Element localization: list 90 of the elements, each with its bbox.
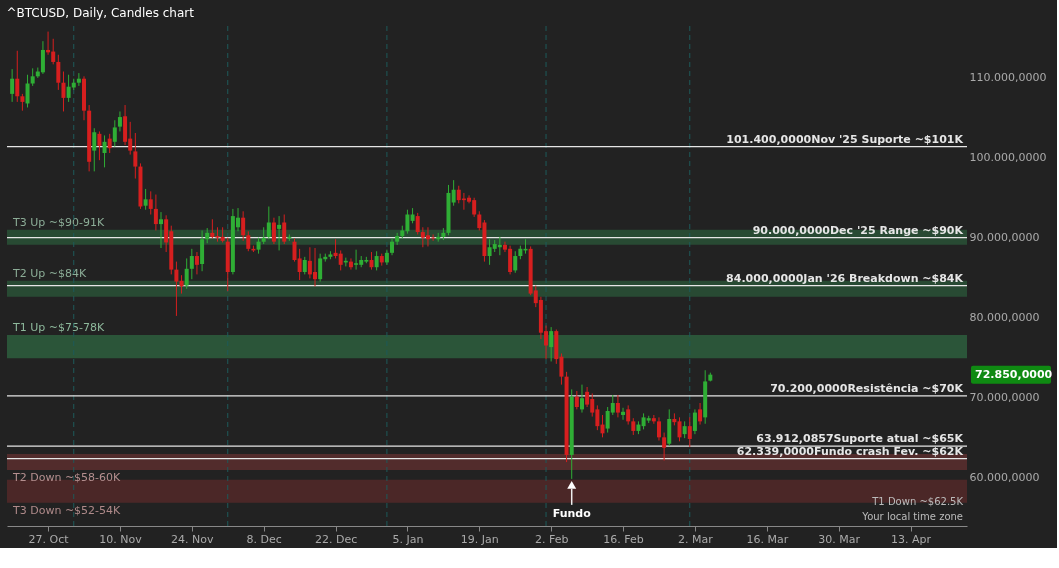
x-tick-label: 13. Apr xyxy=(891,532,932,546)
x-tick-label: 2. Feb xyxy=(534,532,569,546)
candlestick xyxy=(61,71,66,112)
candlestick xyxy=(153,194,158,231)
candlestick xyxy=(621,407,626,421)
candlestick xyxy=(246,230,251,252)
candlestick xyxy=(687,416,692,448)
candlestick xyxy=(102,134,107,168)
candlestick xyxy=(677,416,682,442)
candlestick xyxy=(626,404,631,426)
candlestick xyxy=(56,54,61,91)
annotation: Fundo xyxy=(552,506,592,520)
candlestick xyxy=(179,274,184,295)
candlestick xyxy=(277,215,282,251)
candlestick xyxy=(117,110,122,132)
candlestick xyxy=(271,217,276,245)
candlestick xyxy=(348,257,353,271)
band-label: T2 Down ~$58-60K xyxy=(12,471,122,485)
candlestick xyxy=(194,251,199,275)
text: 72.850,0000 xyxy=(975,367,1053,381)
ref-line-label: 101.400,0000Nov '25 Suporte ~$101K xyxy=(726,132,964,146)
candlestick xyxy=(574,390,579,410)
y-tick-label: 80.000,0000 xyxy=(969,311,1040,325)
candlestick xyxy=(25,74,30,108)
candlestick xyxy=(266,206,271,240)
candlestick xyxy=(656,416,661,442)
candlestick xyxy=(451,179,456,207)
annotation: T1 Down ~$62.5K xyxy=(871,496,964,507)
x-tick-label: 5. Jan xyxy=(392,532,424,546)
candlestick xyxy=(318,253,323,283)
candlestick xyxy=(51,38,56,65)
candlestick xyxy=(662,432,667,461)
candlestick xyxy=(10,68,15,103)
candlestick xyxy=(692,408,697,435)
candlestick xyxy=(354,249,359,271)
candlestick xyxy=(297,248,302,281)
candlestick xyxy=(133,132,138,180)
candlestick xyxy=(148,190,153,215)
y-tick-label: 110.000,0000 xyxy=(969,71,1047,85)
candlestick xyxy=(513,250,518,274)
x-tick-label: 16. Mar xyxy=(746,532,789,546)
x-tick-label: 30. Mar xyxy=(818,532,861,546)
ref-line-label: 90.000,0000Dec '25 Range ~$90K xyxy=(752,223,964,237)
candlestick xyxy=(241,210,246,242)
candlestick xyxy=(112,119,117,148)
ref-line-label: 70.200,0000Resistência ~$70K xyxy=(770,381,964,395)
candlestick xyxy=(338,249,343,271)
candlestick xyxy=(615,394,620,418)
y-tick-label: 70.000,0000 xyxy=(969,390,1040,404)
x-tick-label: 10. Nov xyxy=(99,532,143,546)
candlestick xyxy=(698,402,703,426)
y-tick-label: 100.000,0000 xyxy=(969,151,1047,165)
ref-line-label: 62.339,0000Fundo crash Fev. ~$62K xyxy=(736,444,964,458)
x-tick-label: 19. Jan xyxy=(460,532,499,546)
candlestick xyxy=(282,214,287,245)
band-label: T1 Up ~$75-78K xyxy=(12,321,105,335)
candlestick xyxy=(425,226,430,247)
y-tick-label: 60.000,0000 xyxy=(969,470,1040,484)
x-tick-label: 16. Feb xyxy=(603,532,644,546)
x-tick-label: 8. Dec xyxy=(246,532,282,546)
candlestick xyxy=(579,384,584,414)
ref-line-label: 63.912,0857Suporte atual ~$65K xyxy=(756,432,964,446)
annotation: Your local time zone xyxy=(861,511,963,522)
x-tick-label: 24. Nov xyxy=(171,532,215,546)
candlestick xyxy=(374,250,379,271)
candlestick xyxy=(107,133,112,154)
candlestick xyxy=(159,211,164,249)
candlestick xyxy=(15,50,20,103)
candlestick xyxy=(415,212,420,235)
candlestick xyxy=(92,127,97,172)
candlestick xyxy=(189,248,194,280)
candlestick xyxy=(76,72,81,87)
candlestick xyxy=(40,40,45,75)
candlestick xyxy=(174,261,179,317)
x-tick-label: 27. Oct xyxy=(28,532,70,546)
x-tick-label: 22. Dec xyxy=(314,532,358,546)
candlestick xyxy=(549,326,554,362)
candlestick xyxy=(143,188,148,211)
candlestick xyxy=(292,237,297,263)
candlestick xyxy=(600,414,605,438)
candlestick xyxy=(97,130,102,161)
band-label: T2 Up ~$84K xyxy=(12,266,87,280)
chart-title: ^BTCUSD, Daily, Candles chart xyxy=(6,5,195,20)
candlestick xyxy=(184,257,189,290)
ref-line-label: 84.000,0000Jan '26 Breakdown ~$84K xyxy=(726,271,964,285)
candlestick xyxy=(210,218,215,239)
x-tick-label: 2. Mar xyxy=(678,532,714,546)
band-label: T3 Down ~$52-54K xyxy=(12,503,122,517)
y-tick-label: 90.000,0000 xyxy=(969,231,1040,245)
band-label: T3 Up ~$90-91K xyxy=(12,215,105,229)
